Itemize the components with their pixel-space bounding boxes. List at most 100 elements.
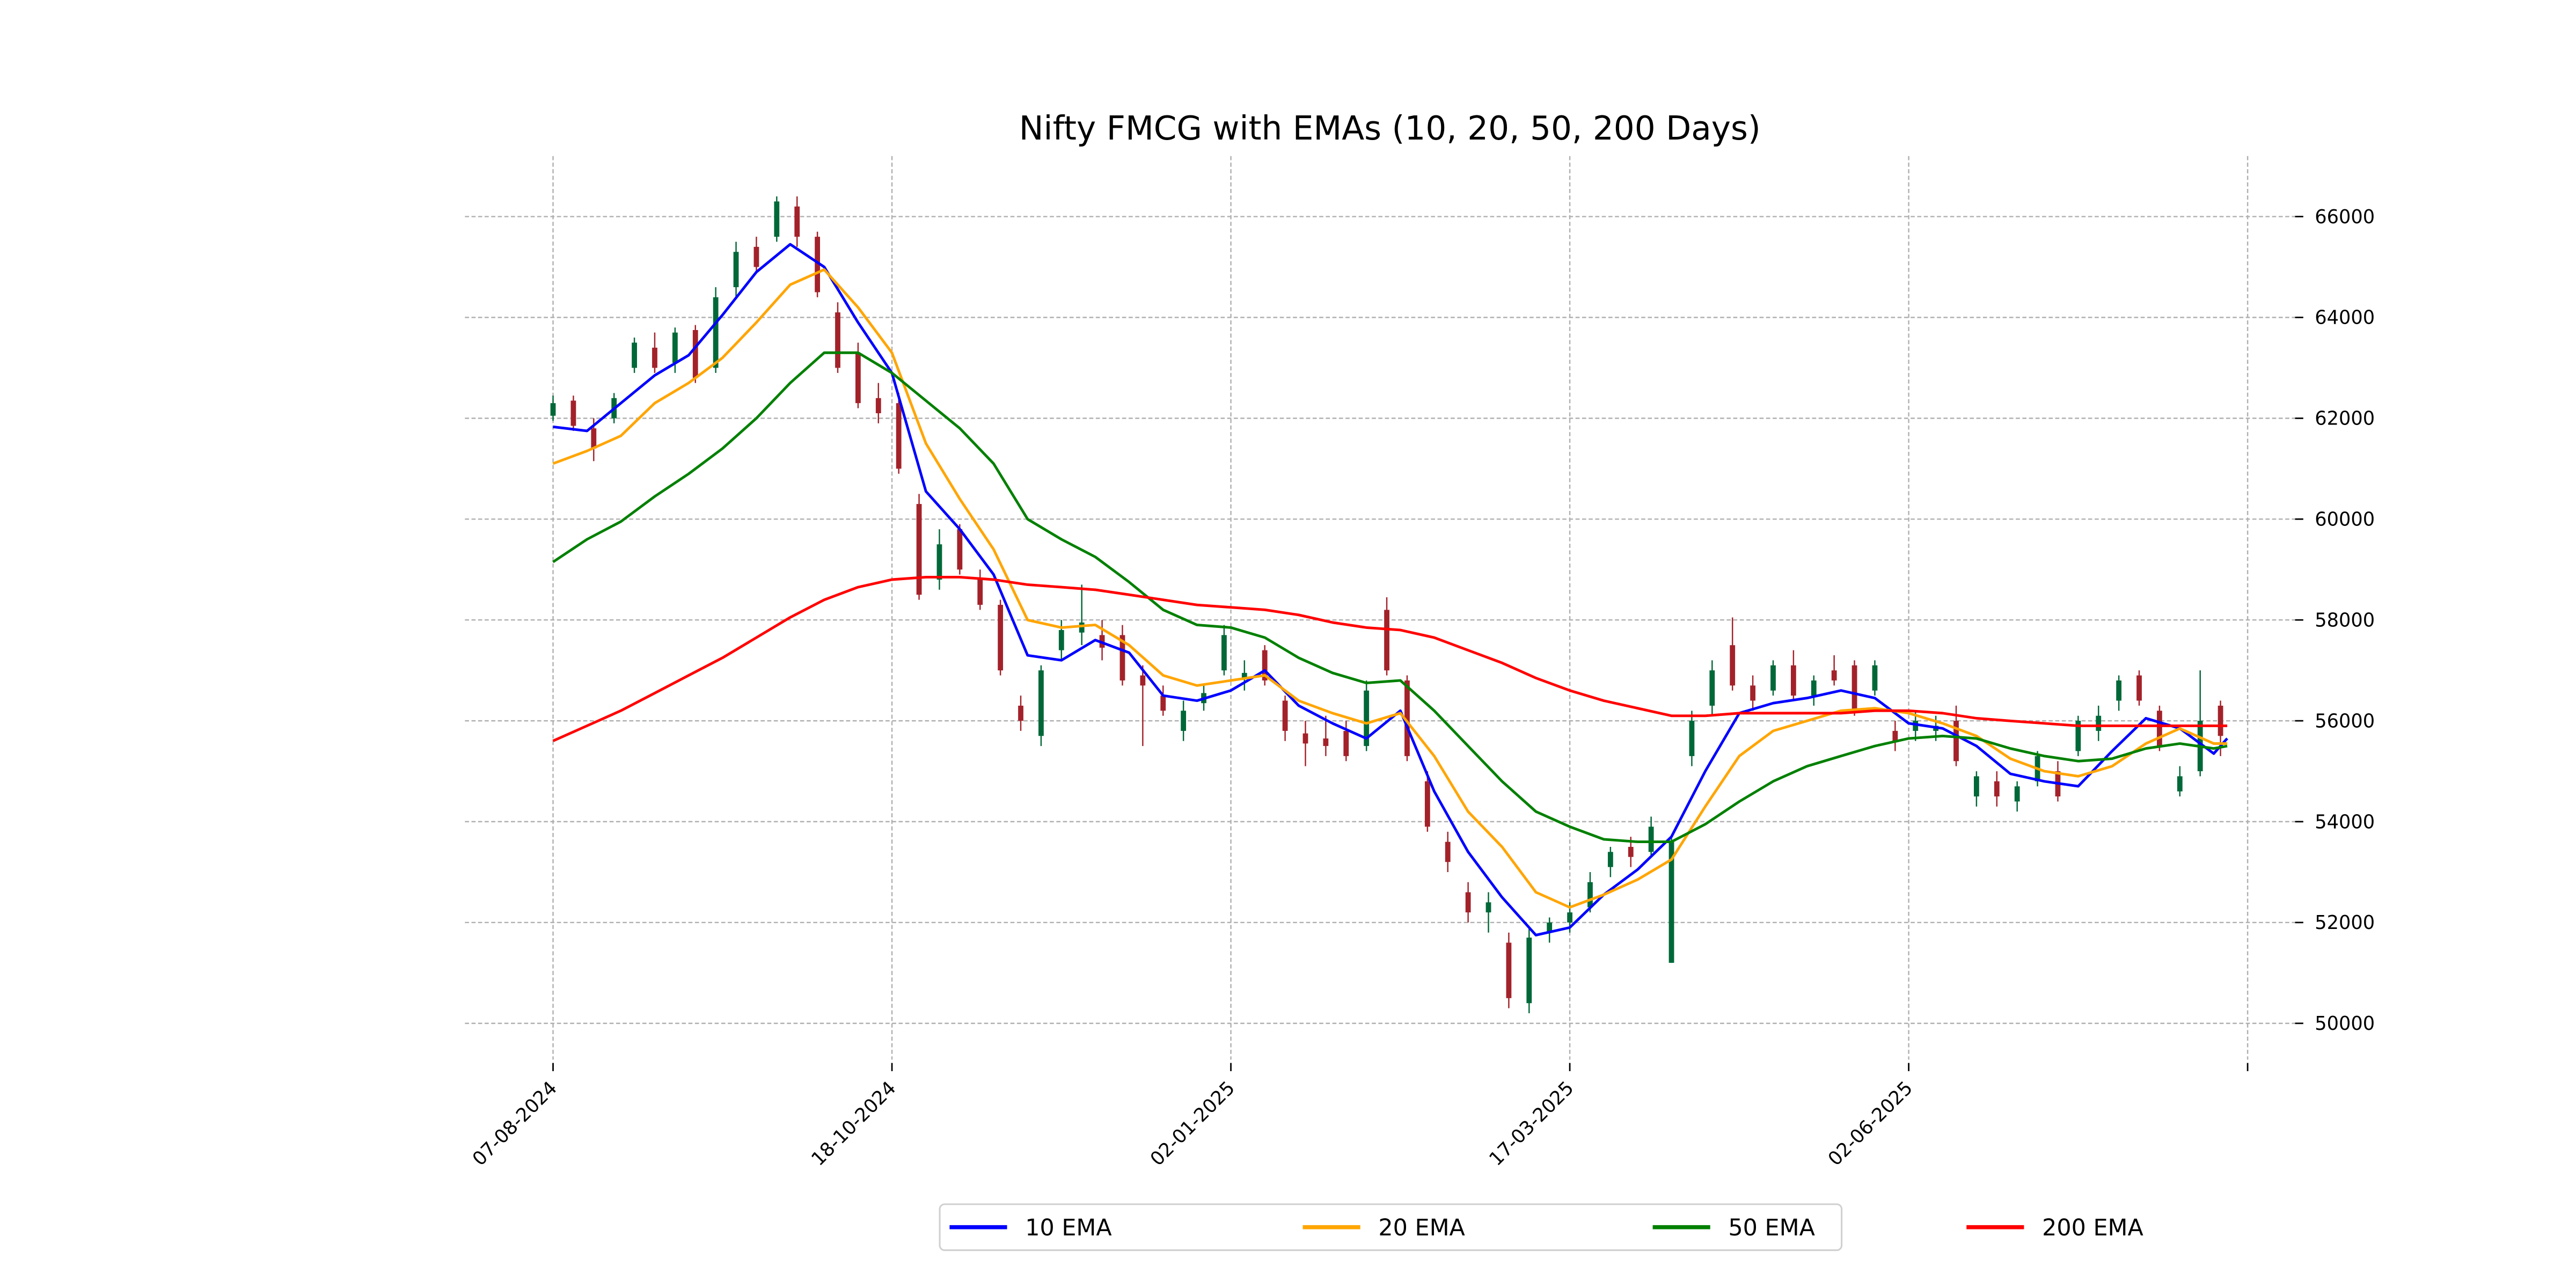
y-tick-label: 56000 [2315,710,2375,732]
candle-down [2055,761,2061,802]
candle-up [1221,625,1227,676]
candle-down [1160,685,1166,716]
candle-up [713,287,719,373]
candle-body [1262,650,1268,680]
candle-body [815,237,821,292]
candle-body [713,297,719,368]
candle-down [1140,665,1146,747]
candle-down [1323,715,1329,756]
legend-label: 10 EMA [1025,1214,1111,1241]
candle-body [794,206,800,237]
candle-body [1730,645,1736,686]
candle-up [1811,675,1817,706]
candle-body [774,201,780,237]
candle-up [1364,680,1370,751]
candle-up [2177,766,2183,797]
candle-up [1689,711,1695,766]
candle-down [1119,625,1125,686]
candle-body [1282,700,1288,731]
candle-down [652,332,657,373]
candle-down [1790,650,1796,701]
candle-body [1668,841,1674,963]
candle-down [1892,721,1898,751]
candle-up [1038,665,1044,747]
y-tick-label: 50000 [2315,1013,2375,1035]
candle-body [692,330,698,378]
candle-body [835,312,840,368]
candle-down [2157,705,2162,751]
candle-up [1709,660,1715,716]
candle-up [1485,892,1491,933]
candle-body [753,246,759,267]
candle-body [591,428,597,449]
candle-body [2136,675,2142,701]
candle-up [1648,816,1654,857]
candle-up [1526,927,1532,1014]
candle-body [896,403,902,469]
candle-up [550,396,556,421]
candle-body [1506,942,1512,998]
candle-up [1181,700,1187,741]
candle-body [2014,786,2020,802]
ema-line-200-ema [552,575,2228,742]
candle-down [1750,675,1755,711]
candle-down [1384,597,1389,676]
candle-body [1038,670,1044,736]
candle-body [2075,721,2081,751]
candle-down [1730,617,1736,691]
candle-down [875,383,881,423]
candle-body [570,400,576,426]
candle-body [1547,922,1553,933]
y-tick-label: 54000 [2315,811,2375,833]
candle-up [936,529,942,590]
candle-body [1119,635,1125,680]
ema-line-20-ema [552,268,2228,909]
candle-body [2096,715,2102,731]
candle-body [1567,912,1572,923]
candle-up [672,327,678,373]
legend-label: 20 EMA [1378,1214,1465,1241]
candle-body [1181,711,1187,731]
candle-down [1282,696,1288,741]
candle-down [957,524,963,575]
candle-down [815,231,821,297]
candle-body [936,544,942,580]
candle-up [2014,781,2020,812]
candle-body [1770,665,1776,691]
x-tick-label: 02-01-2025 [1146,1077,1240,1170]
candle-body [1404,680,1410,756]
candle-down [1343,721,1349,762]
candle-up [1241,660,1247,691]
candle-up [2075,715,2081,756]
candle-up [2096,705,2102,741]
candle-body [1058,630,1064,650]
candle-body [1709,670,1715,706]
candle-down [977,569,983,610]
y-tick-label: 60000 [2315,509,2375,531]
candle-body [2116,680,2122,701]
candle-body [1587,882,1593,908]
candle-up [733,241,739,297]
candle-down [1099,620,1105,661]
y-axis: 50000 52000 54000 56000 58000 60000 62000 64000… [2295,206,2375,1035]
x-tick-label: 02-06-2025 [1824,1077,1918,1170]
candle-down [1018,696,1023,731]
candle-down [835,302,840,373]
candle-down [1424,771,1430,832]
candle-body [1302,733,1308,744]
candle-body [2157,711,2162,747]
candle-body [875,398,881,413]
candle-body [1750,685,1755,701]
candle-down [1302,721,1308,766]
candle-down [753,237,759,272]
candle-down [1445,831,1451,872]
candle-body [1018,705,1023,721]
candle-body [632,342,637,368]
candle-body [1790,665,1796,696]
candle-body [1445,841,1451,862]
candle-body [672,332,678,363]
candle-body [1485,902,1491,913]
candle-down [916,494,922,600]
candle-body [1607,852,1613,867]
candle-body [1140,675,1146,686]
